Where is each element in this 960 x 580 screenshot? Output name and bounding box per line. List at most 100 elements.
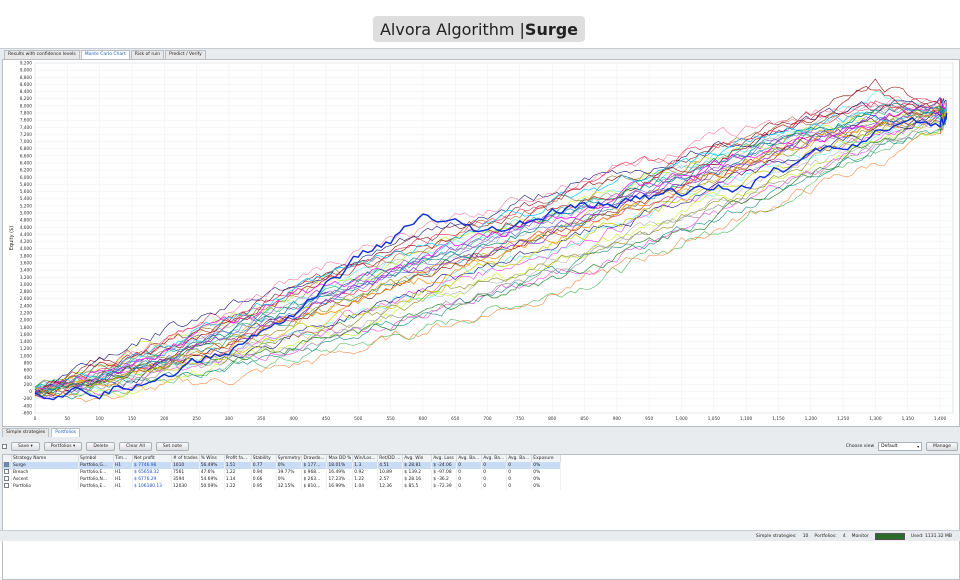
column-header[interactable]: Stability <box>251 455 277 462</box>
tab-portfolios[interactable]: Portfolios <box>51 428 81 437</box>
column-header[interactable]: Avg. Ba... <box>456 455 483 462</box>
table-cell: 32.15% <box>276 483 303 490</box>
y-tick-label: 4,800 <box>20 218 33 224</box>
table-row[interactable]: Portfolio Portfolio,E... H1 $ 106180.13 1203… <box>3 483 562 490</box>
table-cell: 47.6% <box>199 469 225 476</box>
table-cell: 56.49% <box>199 462 225 469</box>
tab-confidence-levels[interactable]: Results with confidence levels <box>4 50 80 59</box>
save-button[interactable]: Save ▾ <box>11 441 40 451</box>
y-tick-label: 9,000 <box>20 68 33 74</box>
clear-all-button[interactable]: Clear All <box>119 441 152 451</box>
manage-button[interactable]: Manage <box>926 441 958 451</box>
table-row[interactable]: Breach Portfolio,E... H1 $ 65658.32 7561 47.6… <box>3 469 562 476</box>
y-tick-label: 3,000 <box>20 282 33 288</box>
table-cell: 10.89 <box>377 469 404 476</box>
row-checkbox[interactable] <box>4 476 9 481</box>
column-header[interactable]: Avg. Ba... <box>506 455 533 462</box>
y-tick-label: 7,200 <box>20 132 33 138</box>
delete-button[interactable]: Delete <box>86 441 116 451</box>
tab-risk-of-ruin[interactable]: Risk of ruin <box>130 50 165 59</box>
column-header[interactable]: Drawdo... <box>301 455 328 462</box>
x-tick-label: 950 <box>645 416 653 422</box>
table-cell: Portfolio <box>11 483 79 490</box>
column-header[interactable]: Win/Los... <box>352 455 379 462</box>
table-cell: H1 <box>113 483 133 490</box>
series-line <box>34 111 947 394</box>
y-tick-label: 400 <box>24 375 32 381</box>
y-tick-label: 200 <box>24 382 32 388</box>
table-cell: 39.77% <box>276 469 303 476</box>
row-checkbox-cell <box>3 469 12 476</box>
series-line <box>34 112 947 400</box>
tab-monte-carlo-chart[interactable]: Monte Carlo Chart <box>80 50 130 59</box>
series-line <box>34 86 947 395</box>
portfolios-count: 4 <box>842 533 846 539</box>
row-checkbox-cell <box>3 476 12 483</box>
column-header[interactable]: Net profit <box>132 455 172 462</box>
view-select[interactable]: Default ▾ <box>878 441 923 451</box>
series-line <box>34 105 947 389</box>
row-checkbox[interactable] <box>4 469 9 474</box>
column-header[interactable]: Exposure <box>531 455 562 462</box>
x-tick-label: 1,200 <box>805 416 818 422</box>
table-cell: 0% <box>276 462 303 469</box>
series-line <box>34 110 947 403</box>
column-header[interactable]: Strategy Name <box>11 455 79 462</box>
table-cell: 54.69% <box>199 476 225 483</box>
table-cell: $ 65658.32 <box>132 469 172 476</box>
chevron-down-icon: ▾ <box>917 443 920 449</box>
x-tick-label: 900 <box>613 416 621 422</box>
table-cell: 1010 <box>171 462 200 469</box>
column-header[interactable]: Tim... <box>113 455 133 462</box>
table-row[interactable]: Surge Portfolio,G... H1 $ 7746.98 1010 56.49%… <box>3 462 562 469</box>
select-all-checkbox[interactable] <box>2 443 7 449</box>
set-note-button[interactable]: Set note <box>155 441 189 451</box>
table-cell: 0 <box>481 462 508 469</box>
y-tick-label: 7,400 <box>20 125 33 131</box>
row-checkbox[interactable] <box>4 462 9 467</box>
y-tick-label: 3,600 <box>20 261 33 267</box>
table-cell: $ 6776.29 <box>132 476 172 483</box>
column-header[interactable]: Symmetry <box>276 455 303 462</box>
choose-view-label: Choose view <box>845 443 875 449</box>
column-header[interactable]: Avg. Win <box>402 455 433 462</box>
table-cell: 0 <box>506 462 533 469</box>
table-cell: 0 <box>481 483 508 490</box>
row-checkbox-cell <box>3 462 12 469</box>
column-header[interactable]: Max DD % <box>326 455 354 462</box>
y-tick-label: 9,200 <box>20 61 33 67</box>
y-tick-label: 2,800 <box>20 289 33 295</box>
column-header[interactable]: Avg. Ba... <box>481 455 508 462</box>
table-cell: H1 <box>113 462 133 469</box>
column-header[interactable]: Profit fa... <box>224 455 252 462</box>
y-tick-label: 8,200 <box>20 96 33 102</box>
y-tick-label: 2,600 <box>20 296 33 302</box>
table-row[interactable]: Ascent Portfolio,N... H1 $ 6776.29 3594 54.69… <box>3 476 562 483</box>
y-tick-label: 1,400 <box>20 339 33 345</box>
tab-simple-strategies[interactable]: Simple strategies <box>2 428 50 437</box>
column-header[interactable]: Ret/DD ... <box>377 455 404 462</box>
y-tick-label: 3,800 <box>20 253 33 259</box>
table-cell: 0 <box>456 469 483 476</box>
column-header[interactable]: % Wins <box>199 455 225 462</box>
series-line <box>34 107 947 397</box>
column-header[interactable]: Symbol <box>78 455 114 462</box>
table-cell: 1.3 <box>352 462 379 469</box>
column-header[interactable]: # of trades <box>171 455 200 462</box>
table-cell: $ 810... <box>301 483 328 490</box>
y-tick-label: 6,400 <box>20 161 33 167</box>
series-line <box>34 105 947 395</box>
monte-carlo-chart: -600-400-20002004006008001,0001,2001,400… <box>9 61 954 422</box>
x-tick-label: 400 <box>289 416 297 422</box>
view-select-value: Default <box>881 443 898 449</box>
column-header[interactable]: Avg. Loss <box>431 455 458 462</box>
y-tick-label: 2,200 <box>20 311 33 317</box>
portfolios-button[interactable]: Portfolios ▾ <box>43 441 83 451</box>
tab-predict-verify[interactable]: Predict / Verify <box>165 50 206 59</box>
series-line <box>34 78 947 393</box>
x-tick-label: 450 <box>322 416 330 422</box>
series-line <box>34 110 947 394</box>
x-tick-label: 1,000 <box>675 416 688 422</box>
x-tick-label: 1,300 <box>869 416 882 422</box>
row-checkbox[interactable] <box>4 483 9 488</box>
